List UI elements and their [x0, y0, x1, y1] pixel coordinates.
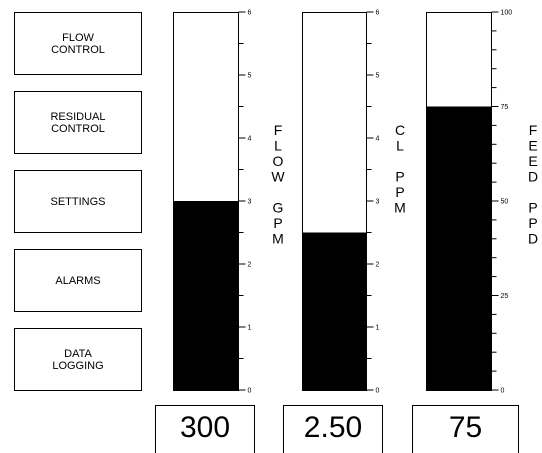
label-letter: P — [528, 200, 537, 216]
label-letter: E — [528, 153, 537, 169]
cl-readout-value: 2.50 — [303, 411, 363, 444]
feed-readout: 75 — [412, 405, 519, 453]
label-letter: E — [528, 138, 537, 154]
label-letter: P — [395, 184, 404, 200]
cl-gauge-level — [302, 232, 367, 391]
tick-label: 50 — [501, 199, 509, 206]
label-letter: P — [528, 215, 537, 231]
label-letter: O — [273, 153, 284, 169]
label-letter: P — [395, 169, 404, 185]
tick-label: 4 — [248, 136, 252, 143]
feed-gauge-level — [426, 106, 492, 391]
label-letter: L — [396, 138, 404, 154]
tick-label: 0 — [248, 388, 252, 395]
tick-label: 25 — [501, 293, 509, 300]
flow-gauge-level — [173, 201, 239, 391]
label-letter: F — [274, 122, 283, 138]
tick-label: 6 — [248, 10, 252, 17]
tick-label: 1 — [248, 325, 252, 332]
tick-label: 1 — [376, 325, 380, 332]
label-letter: L — [274, 138, 282, 154]
label-letter: W — [271, 169, 285, 185]
tick-label: 0 — [376, 388, 380, 395]
label-letter: G — [273, 200, 284, 216]
tick-label: 6 — [376, 10, 380, 17]
label-letter: M — [272, 231, 284, 247]
label-letter: P — [273, 215, 282, 231]
label-letter: F — [529, 122, 538, 138]
tick-label: 5 — [248, 73, 252, 80]
cl-readout: 2.50 — [283, 405, 383, 453]
label-letter: M — [394, 200, 406, 216]
tick-label: 75 — [501, 104, 509, 111]
tick-label: 4 — [376, 136, 380, 143]
tick-label: 3 — [376, 199, 380, 206]
tick-label: 2 — [376, 262, 380, 269]
tick-label: 0 — [501, 388, 505, 395]
tick-label: 5 — [376, 73, 380, 80]
label-letter: D — [528, 169, 538, 185]
tick-label: 2 — [248, 262, 252, 269]
flow-readout: 300 — [155, 405, 255, 453]
flow-readout-value: 300 — [179, 411, 231, 444]
tick-label: 3 — [248, 199, 252, 206]
feed-readout-value: 75 — [448, 411, 483, 444]
tick-label: 100 — [501, 10, 513, 17]
label-letter: D — [528, 231, 538, 247]
label-letter: C — [395, 122, 405, 138]
